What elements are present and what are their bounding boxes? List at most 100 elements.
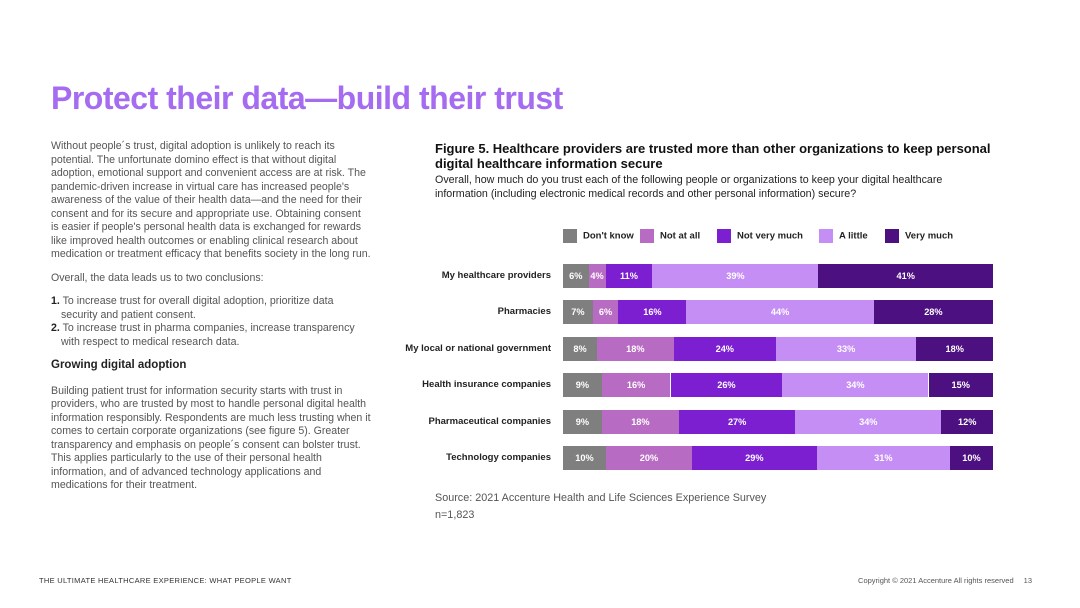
legend-swatch	[563, 229, 577, 243]
data-label: 34%	[859, 416, 878, 427]
copyright-text: Copyright © 2021 Accenture All rights re…	[858, 576, 1014, 585]
legend-item-not-very-much: Not very much	[717, 229, 803, 243]
legend-swatch	[885, 229, 899, 243]
legend-label: Not at all	[660, 230, 701, 242]
category-label-pharmaceutical-companies: Pharmaceutical companies	[428, 415, 552, 427]
data-label: 6%	[569, 271, 583, 281]
category-label-health-insurance-companies: Health insurance companies	[422, 379, 551, 391]
data-label: 8%	[573, 343, 587, 354]
bar-segment-very-much	[950, 446, 993, 470]
data-label: 9%	[575, 416, 589, 427]
data-label: 18%	[626, 343, 645, 354]
bar-segment-a-little	[775, 336, 917, 361]
data-label: 39%	[726, 271, 745, 281]
list-number: 1.	[51, 295, 60, 307]
conclusion-lead: Overall, the data leads us to two conclu…	[51, 271, 264, 284]
legend-item-dont-know: Don't know	[563, 229, 634, 243]
bar-segment-not-very-much	[670, 373, 783, 398]
sample-size: n=1,823	[435, 509, 475, 521]
bar-segment-not-at-all	[588, 264, 606, 288]
data-label: 41%	[896, 271, 915, 281]
data-label: 10%	[575, 453, 594, 463]
bar-segment-not-at-all	[592, 300, 619, 325]
bar-segment-don-t-know	[563, 446, 606, 470]
legend-swatch	[717, 229, 731, 243]
legend-label: Don't know	[583, 230, 634, 242]
category-label-technology-companies: Technology companies	[446, 452, 551, 463]
list-text: To increase trust in pharma companies, i…	[61, 322, 355, 348]
data-label: 18%	[631, 416, 650, 427]
data-label: 29%	[745, 453, 764, 463]
data-label: 27%	[727, 416, 747, 427]
conclusion-list: 1. To increase trust for overall digital…	[51, 295, 371, 349]
list-item: 1. To increase trust for overall digital…	[51, 295, 371, 322]
data-label: 24%	[715, 343, 734, 354]
data-label: 11%	[620, 271, 638, 281]
bar-segment-not-at-all	[597, 336, 674, 361]
intro-paragraph: Without people´s trust, digital adoption…	[51, 140, 371, 260]
data-label: 15%	[951, 380, 970, 391]
bar-segment-not-at-all	[601, 373, 671, 398]
bar-segment-not-very-much	[618, 300, 687, 325]
category-label-my-healthcare-providers: My healthcare providers	[441, 270, 551, 281]
legend-swatch	[640, 229, 654, 243]
list-number: 2.	[51, 322, 60, 334]
bar-segment-not-very-much	[673, 336, 776, 361]
bar-segment-don-t-know	[563, 373, 602, 398]
legend-item-not-at-all: Not at all	[640, 229, 700, 243]
footer-report-title: THE ULTIMATE HEALTHCARE EXPERIENCE: WHAT…	[39, 576, 292, 585]
list-text: To increase trust for overall digital ad…	[61, 295, 334, 321]
legend-item-very-much: Very much	[885, 229, 953, 243]
body-text: Without people´s trust, digital adoption…	[51, 140, 371, 503]
data-label: 12%	[957, 416, 977, 427]
bar-segment-don-t-know	[563, 264, 589, 288]
list-item: 2. To increase trust in pharma companies…	[51, 322, 371, 349]
figure-title: Figure 5. Healthcare providers are trust…	[435, 141, 991, 171]
data-label: 20%	[639, 453, 659, 463]
legend-label: A little	[839, 230, 868, 242]
legend-swatch	[819, 229, 833, 243]
bar-segment-a-little	[816, 446, 950, 470]
figure-subtitle: Overall, how much do you trust each of t…	[435, 174, 943, 200]
section-heading: Growing digital adoption	[51, 359, 187, 371]
data-label: 6%	[598, 307, 613, 318]
bar-segment-very-much	[818, 264, 993, 288]
bar-segment-very-much	[941, 409, 993, 434]
figure-source: Source: 2021 Accenture Health and Life S…	[435, 490, 766, 524]
bar-segment-not-very-much	[679, 409, 796, 434]
legend-label: Very much	[905, 230, 954, 242]
bar-segment-not-very-much	[692, 446, 817, 470]
bar-segment-don-t-know	[563, 336, 598, 361]
category-label-pharmacies: Pharmacies	[497, 306, 551, 318]
bar-segment-a-little	[795, 409, 942, 434]
bar-segment-not-very-much	[605, 264, 653, 288]
bar-segment-very-much	[928, 373, 993, 398]
legend-item-a-little: A little	[819, 229, 868, 243]
bar-segment-very-much	[873, 300, 993, 325]
data-label: 10%	[962, 453, 981, 463]
bar-segment-a-little	[652, 264, 819, 288]
data-label: 16%	[626, 380, 646, 391]
bar-segment-a-little	[782, 373, 929, 398]
legend-label: Not very much	[737, 230, 803, 242]
data-label: 34%	[846, 380, 865, 391]
page-number: 13	[1023, 576, 1032, 585]
data-label: 16%	[643, 307, 662, 318]
page-title: Protect their data—build their trust	[51, 80, 563, 116]
data-label: 28%	[924, 307, 943, 318]
data-label: 33%	[836, 343, 856, 354]
bar-segment-not-at-all	[606, 446, 692, 470]
body-paragraph: Building patient trust for information s…	[51, 384, 371, 492]
footer-copyright: Copyright © 2021 Accenture All rights re…	[858, 576, 1032, 585]
source-text: Source: 2021 Accenture Health and Life S…	[435, 492, 767, 504]
data-label: 9%	[575, 380, 589, 391]
data-label: 4%	[590, 271, 604, 281]
bar-segment-don-t-know	[563, 409, 602, 434]
data-label: 7%	[571, 307, 585, 318]
category-label-my-local-or-national-government: My local or national government	[405, 342, 551, 354]
bar-segment-don-t-know	[563, 300, 593, 325]
chart-legend: Don't know Not at all Not very much A li…	[563, 229, 1013, 243]
data-label: 26%	[717, 380, 736, 391]
data-label: 31%	[874, 453, 893, 463]
